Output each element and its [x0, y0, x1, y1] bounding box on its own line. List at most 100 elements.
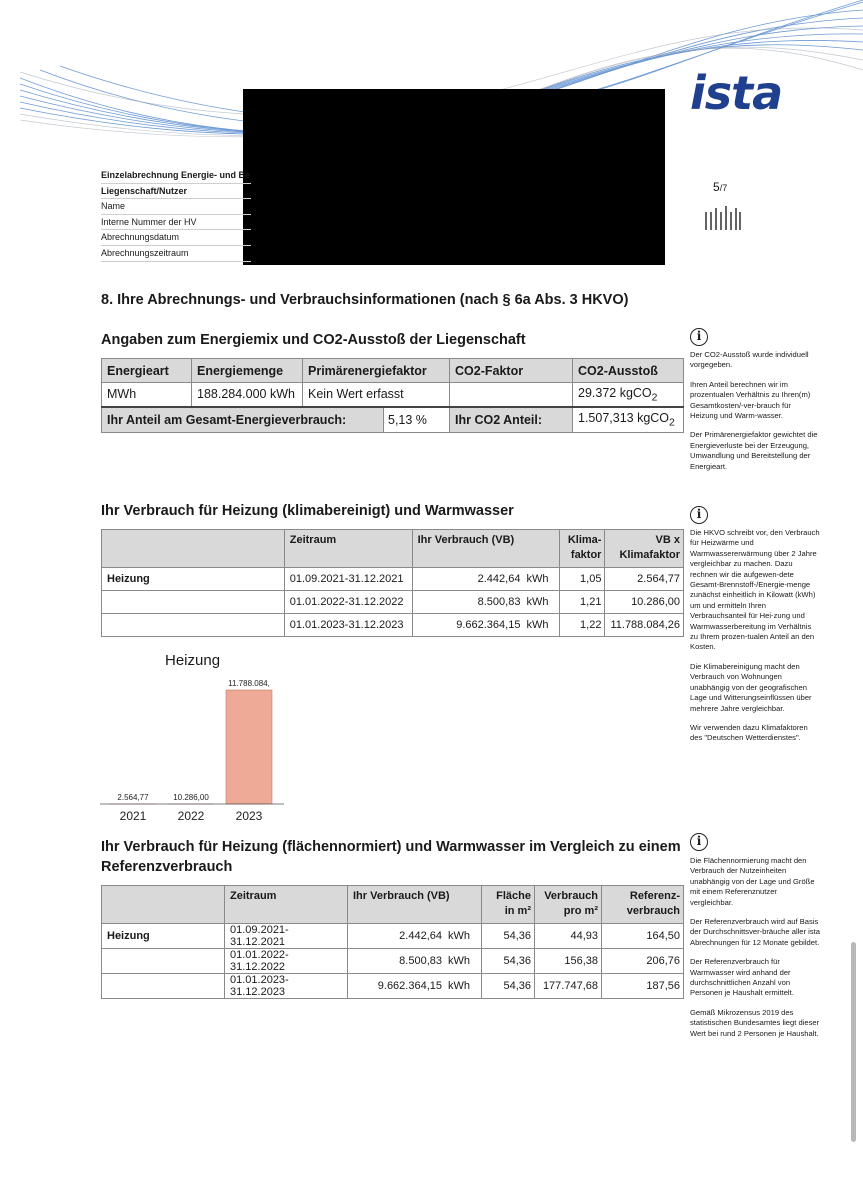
reference-title: Ihr Verbrauch für Heizung (flächennormie…: [101, 839, 681, 875]
redacted-block: [243, 89, 665, 265]
note-paragraph: Wir verwenden dazu Klimafaktoren des "De…: [690, 722, 808, 743]
scrollbar-thumb[interactable]: [851, 942, 856, 1142]
value-cell: 8.500,83 kWh: [411, 590, 561, 614]
row-label: Heizung: [101, 567, 285, 591]
header-line: in m²: [504, 905, 531, 917]
page-total: /7: [719, 183, 728, 193]
chart-data-label: 10.286,00: [173, 793, 209, 802]
chart-title: Heizung: [165, 652, 221, 669]
per-m2-cell: 177.747,68: [534, 973, 602, 999]
ref-cell: 164,50: [601, 923, 684, 949]
row-label: Heizung: [101, 923, 225, 949]
chart-data-label: 11.788.084,: [228, 679, 270, 688]
side-note-energy: Der CO2-Ausstoß wurde individuell vorgeg…: [690, 350, 820, 481]
co2-share-value: 1.507,313 kgCO: [578, 410, 670, 425]
col-header: Fläche in m²: [481, 885, 535, 924]
vbk-cell: 11.788.084,26: [604, 613, 684, 637]
side-note-reference: Die Flächennormierung macht den Verbrauc…: [690, 856, 820, 1048]
chart-bar-2023: [225, 689, 273, 805]
co2-share-cell: 1.507,313 kgCO2: [572, 405, 684, 433]
row-label-empty: [101, 948, 225, 974]
period-cell: 01.01.2023-31.12.2023: [224, 973, 348, 999]
consumption-table: Zeitraum Ihr Verbrauch (VB) Klima-faktor…: [101, 529, 684, 637]
table-cell: [449, 382, 573, 407]
unit: kWh: [526, 573, 549, 585]
note-paragraph: Der Referenzverbrauch wird auf Basis der…: [690, 917, 820, 947]
factor-cell: 1,05: [559, 567, 606, 591]
col-header: Verbrauch pro m²: [534, 885, 602, 924]
header-line: Fläche: [496, 890, 531, 902]
unit: kWh: [448, 930, 470, 942]
value-cell: 9.662.364,15 kWh: [347, 973, 482, 999]
header-line: VB x: [655, 534, 680, 546]
chart-x-tick-label: 2023: [236, 809, 263, 823]
vbk-cell: 2.564,77: [604, 567, 684, 591]
note-paragraph: Der CO2-Ausstoß wurde individuell vorgeg…: [690, 350, 809, 370]
per-m2-cell: 44,93: [534, 923, 602, 949]
col-header: Zeitraum: [224, 885, 348, 924]
note-paragraph: Der Primärenergiefaktor gewichtet die En…: [690, 430, 818, 471]
area-cell: 54,36: [481, 973, 535, 999]
energy-mix-title: Angaben zum Energiemix und CO2-Ausstoß d…: [101, 332, 526, 348]
heizung-bar-chart: 2.564,77 2021 10.286,00 2022 11.788.084, 2023: [100, 679, 284, 823]
barcode-icon: [705, 206, 741, 230]
col-header: CO2-Ausstoß: [572, 358, 684, 383]
col-header: VB x Klimafaktor: [604, 529, 684, 568]
value-number: 9.662.364,15: [456, 619, 521, 631]
col-header-empty: [101, 529, 285, 568]
note-paragraph: Die Flächennormierung macht den Verbrauc…: [690, 856, 815, 907]
area-cell: 54,36: [481, 948, 535, 974]
period-cell: 01.01.2022-31.12.2022: [283, 590, 413, 614]
per-m2-cell: 156,38: [534, 948, 602, 974]
table-row: 01.01.2023-31.12.2023 9.662.364,15 kWh 54…: [101, 973, 684, 999]
row-label-empty: [101, 590, 285, 614]
note-paragraph: Die Klimabereinigung macht den Verbrauch…: [690, 661, 812, 713]
co2-subscript: 2: [651, 392, 658, 403]
ref-cell: 187,56: [601, 973, 684, 999]
value-number: 8.500,83: [399, 955, 442, 967]
page-number: 5/7: [713, 180, 727, 194]
value-number: 2.442,64: [399, 930, 442, 942]
col-header: Primärenergiefaktor: [302, 358, 450, 383]
meta-row: Name: [101, 199, 251, 215]
col-header: Zeitraum: [283, 529, 413, 568]
period-cell: 01.01.2023-31.12.2023: [283, 613, 413, 637]
table-row: 01.01.2022-31.12.2022 8.500,83 kWh 1,21 1…: [101, 590, 684, 614]
header-line: Klima-: [567, 534, 602, 546]
ref-cell: 206,76: [601, 948, 684, 974]
value-number: 8.500,83: [477, 596, 521, 608]
header-line: Klimafaktor: [619, 549, 680, 561]
table-row: 01.01.2022-31.12.2022 8.500,83 kWh 54,36 …: [101, 948, 684, 974]
unit: kWh: [526, 596, 549, 608]
value-number: 9.662.364,15: [377, 980, 442, 992]
table-cell: 29.372 kgCO2: [572, 382, 684, 407]
reference-table: Zeitraum Ihr Verbrauch (VB) Fläche in m² …: [101, 885, 684, 999]
ista-logo: ista: [690, 66, 783, 120]
co2-subscript: 2: [669, 417, 675, 429]
chart-data-label: 2.564,77: [117, 793, 149, 802]
section-title: 8. Ihre Abrechnungs- und Verbrauchsinfor…: [101, 292, 629, 308]
header-line: Verbrauch: [544, 890, 598, 902]
value-cell: 9.662.364,15 kWh: [411, 613, 561, 637]
unit: kWh: [526, 619, 549, 631]
table-cell: MWh: [101, 382, 192, 407]
header-line: Referenz-: [629, 890, 680, 902]
unit: kWh: [448, 980, 470, 992]
value-cell: 2.442,64 kWh: [347, 923, 482, 949]
period-cell: 01.09.2021-31.12.2021: [283, 567, 413, 591]
vbk-cell: 10.286,00: [604, 590, 684, 614]
info-icon: i: [690, 328, 708, 346]
period-cell: 01.01.2022-31.12.2022: [224, 948, 348, 974]
table-cell: Kein Wert erfasst: [302, 382, 450, 407]
row-label-empty: [101, 613, 285, 637]
table-row: Heizung 01.09.2021-31.12.2021 2.442,64 kW…: [101, 923, 684, 949]
unit: kWh: [448, 955, 470, 967]
consumption-title: Ihr Verbrauch für Heizung (klimabereinig…: [101, 503, 514, 519]
meta-info-list: Einzelabrechnung Energie- und Be Liegens…: [101, 168, 251, 262]
co2-output-value: 29.372 kgCO: [578, 385, 652, 400]
chart-x-tick-label: 2022: [178, 809, 205, 823]
factor-cell: 1,22: [559, 613, 606, 637]
meta-row: Einzelabrechnung Energie- und Be: [101, 168, 251, 184]
col-header: Ihr Verbrauch (VB): [347, 885, 482, 924]
table-row: 01.01.2023-31.12.2023 9.662.364,15 kWh 1,…: [101, 613, 684, 637]
